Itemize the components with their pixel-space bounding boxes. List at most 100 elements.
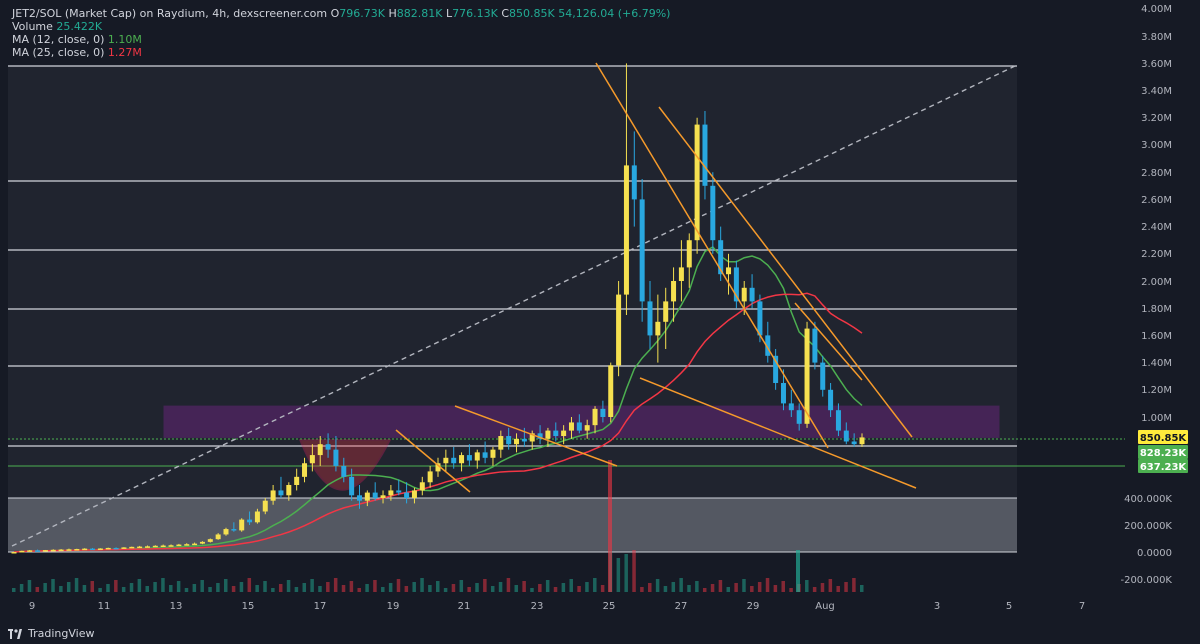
candle-body-22 [184, 544, 190, 546]
volume-bar-71 [569, 579, 573, 592]
date-tick-label: 25 [603, 601, 616, 612]
volume-bar-52 [420, 578, 424, 592]
candle-body-83 [663, 301, 669, 322]
gray-zone [8, 498, 1017, 552]
volume-bar-25 [208, 587, 212, 592]
candle-body-66 [529, 433, 535, 442]
candle-body-85 [678, 267, 684, 281]
volume-bar-21 [176, 581, 181, 592]
volume-bar-32 [263, 581, 267, 592]
open-label: O [330, 7, 340, 20]
candle-body-80 [639, 199, 645, 302]
candle-body-40 [325, 444, 331, 450]
trendline-4 [454, 405, 618, 467]
volume-bar-50 [404, 586, 409, 592]
volume-bar-47 [381, 587, 385, 592]
volume-bar-99 [789, 588, 793, 592]
date-tick-label: 29 [747, 601, 760, 612]
trendline-5 [395, 429, 471, 493]
candle-body-39 [317, 444, 323, 456]
price-tick-label: 200.000K [1124, 521, 1172, 532]
volume-bar-14 [121, 587, 126, 592]
price-label-1: 828.23K [1140, 448, 1188, 459]
candle-body-7 [66, 549, 72, 551]
candle-body-4 [42, 550, 48, 552]
volume-bar-29 [239, 582, 244, 592]
candle-body-1 [19, 550, 25, 553]
legend-volume-row[interactable]: Volume 25.422K [12, 20, 670, 33]
volume-bar-92 [734, 583, 738, 592]
volume-bar-96 [765, 578, 770, 592]
volume-bar-34 [278, 584, 283, 592]
candle-body-88 [702, 124, 708, 186]
candle-body-13 [113, 547, 119, 550]
candle-body-12 [105, 547, 111, 550]
legend-symbol-row: JET2/SOL (Market Cap) on Raydium, 4h, de… [12, 7, 670, 20]
volume-bar-33 [271, 588, 275, 592]
volume-bar-12 [106, 584, 110, 592]
trendline-2 [639, 377, 917, 489]
volume-bar-60 [483, 579, 487, 592]
volume-bar-40 [326, 582, 330, 592]
tradingview-brand[interactable]: TradingView [8, 627, 94, 640]
volume-bar-48 [388, 583, 393, 592]
volume-bar-87 [695, 581, 699, 592]
candle-body-31 [254, 511, 260, 523]
candle-body-6 [58, 549, 64, 552]
ma12-value: 1.10M [107, 33, 142, 46]
candle-body-5 [50, 549, 56, 552]
close-label: C [501, 7, 510, 20]
candle-body-25 [207, 539, 213, 542]
candle-body-79 [631, 165, 637, 200]
legend-ma25-row[interactable]: MA (25, close, 0) 1.27M [12, 46, 670, 59]
volume-bar-55 [443, 588, 448, 592]
candle-body-75 [600, 408, 606, 417]
volume-bar-94 [750, 586, 754, 592]
candle-body-57 [459, 455, 465, 464]
candle-body-96 [765, 335, 771, 356]
volume-bar-37 [302, 583, 307, 592]
candle-body-33 [270, 490, 276, 501]
candle-body-17 [144, 546, 150, 548]
volume-bar-79 [632, 550, 636, 592]
candle-body-93 [741, 287, 747, 302]
candle-body-60 [482, 452, 488, 458]
candle-body-55 [443, 457, 449, 464]
volume-spike-bar-2 [796, 550, 800, 592]
volume-bar-30 [247, 578, 252, 592]
trendline-0 [595, 62, 829, 449]
candle-body-81 [647, 301, 653, 336]
price-tick-label: 1.60M [1141, 331, 1172, 342]
volume-label: Volume [12, 20, 53, 33]
high-label: H [388, 7, 397, 20]
date-tick-label: 7 [1079, 601, 1085, 612]
candle-body-102 [812, 328, 818, 363]
volume-bar-10 [90, 581, 95, 592]
candle-body-29 [239, 519, 245, 531]
volume-bar-86 [687, 585, 691, 592]
candle-body-27 [223, 529, 229, 535]
candle-body-67 [537, 433, 543, 439]
candle-body-59 [474, 452, 480, 461]
volume-bar-84 [671, 582, 676, 592]
ma25-value: 1.27M [107, 46, 142, 59]
candle-body-62 [498, 436, 504, 450]
volume-bar-70 [561, 583, 566, 592]
symbol-label[interactable]: JET2/SOL (Market Cap) on Raydium, 4h, de… [12, 7, 328, 20]
volume-bar-72 [577, 586, 581, 592]
volume-bar-58 [467, 587, 471, 592]
candle-body-56 [451, 457, 457, 464]
legend-ma12-row[interactable]: MA (12, close, 0) 1.10M [12, 33, 670, 46]
price-tick-label: 400.000K [1124, 494, 1172, 505]
volume-bar-78 [624, 554, 628, 592]
price-tick-label: 3.20M [1141, 113, 1172, 124]
volume-bar-101 [805, 580, 809, 592]
candle-body-15 [129, 546, 135, 549]
volume-bar-0 [12, 588, 16, 592]
volume-bar-17 [145, 586, 149, 592]
date-tick-label: 23 [531, 601, 544, 612]
candle-body-90 [718, 240, 724, 275]
price-tick-label: 2.80M [1141, 168, 1172, 179]
